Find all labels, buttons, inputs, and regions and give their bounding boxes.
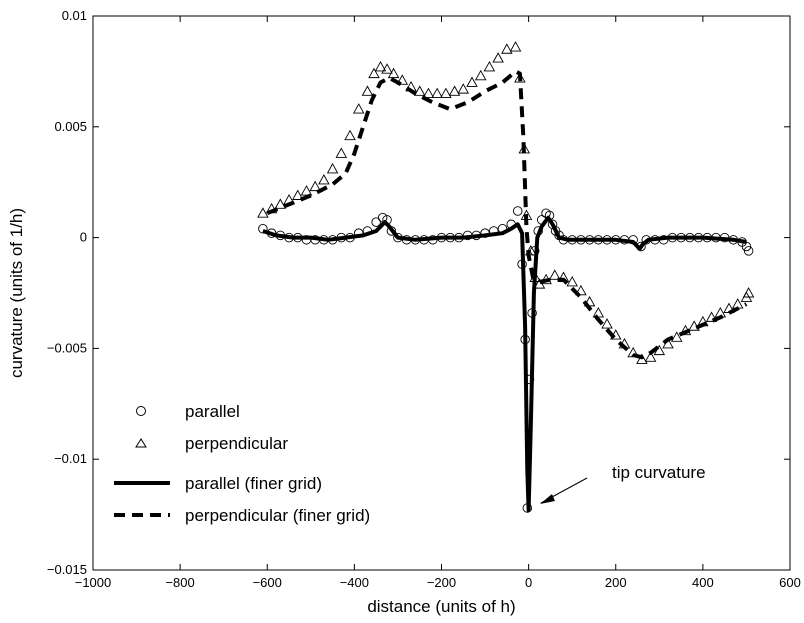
data-point (318, 174, 330, 185)
data-point (291, 189, 304, 200)
legend-label-parallel-finer: parallel (finer grid) (185, 474, 322, 493)
data-point (548, 269, 561, 280)
data-point (509, 41, 522, 52)
data-point (601, 318, 613, 329)
data-point (309, 180, 321, 192)
data-point (344, 129, 356, 141)
data-point (440, 87, 452, 99)
y-tick-label: 0 (80, 230, 87, 245)
data-point (501, 43, 513, 54)
x-tick-label: −600 (253, 575, 282, 590)
data-point (274, 198, 287, 209)
series-line (266, 69, 748, 360)
data-point (257, 207, 269, 218)
data-point (636, 353, 648, 364)
data-point (644, 351, 657, 362)
data-point (326, 162, 339, 174)
data-point (566, 275, 578, 287)
tick-labels: −1000 −800 −600 −400 −200 0 200 400 600 −0.015 −0.… (47, 8, 801, 590)
series-2 (262, 215, 747, 513)
data-point (300, 185, 313, 196)
x-tick-label: −200 (427, 575, 456, 590)
x-axis-label: distance (units of h) (367, 597, 515, 616)
data-point (705, 311, 718, 322)
x-tick-label: 400 (692, 575, 714, 590)
legend-label-perpendicular: perpendicular (185, 434, 288, 453)
data-point (741, 241, 752, 252)
data-point (670, 331, 683, 342)
data-point (743, 246, 754, 256)
data-point (483, 61, 496, 72)
data-point (335, 147, 348, 158)
x-tick-label: −400 (340, 575, 369, 590)
data-point (413, 85, 426, 96)
data-point (448, 85, 461, 96)
data-point (361, 85, 374, 96)
y-axis-label: curvature (units of 1/h) (7, 208, 26, 378)
data-point (381, 63, 393, 74)
data-point (742, 287, 755, 298)
data-point (422, 87, 435, 99)
data-point (512, 206, 523, 216)
data-point (592, 307, 605, 318)
x-tick-label: −1000 (75, 575, 112, 590)
data-point (492, 52, 504, 63)
x-tick-label: −800 (165, 575, 194, 590)
plot-series (257, 41, 755, 513)
data-point (466, 76, 478, 87)
data-point (474, 69, 487, 81)
y-tick-label: −0.015 (47, 562, 87, 577)
series-3 (266, 69, 748, 360)
legend-label-parallel: parallel (185, 402, 240, 421)
y-tick-label: −0.01 (54, 451, 87, 466)
data-point (374, 61, 387, 72)
data-point (368, 67, 380, 79)
data-point (352, 103, 365, 114)
y-tick-label: −0.005 (47, 340, 87, 355)
data-point (514, 72, 526, 83)
data-point (431, 87, 443, 99)
tip-curvature-label: tip curvature (612, 463, 706, 482)
legend: parallel perpendicular parallel (finer g… (114, 402, 370, 525)
y-tick-label: 0.01 (62, 8, 87, 23)
data-point (371, 217, 381, 227)
series-line (262, 215, 747, 513)
x-tick-label: 0 (525, 575, 532, 590)
data-point (396, 74, 409, 85)
x-tick-label: 200 (605, 575, 627, 590)
series-1 (257, 41, 755, 364)
legend-marker-parallel (136, 406, 146, 416)
data-point (387, 67, 400, 79)
data-point (457, 83, 470, 94)
legend-label-perpendicular-finer: perpendicular (finer grid) (185, 506, 370, 525)
legend-marker-perpendicular (135, 438, 147, 448)
tip-curvature-annotation: tip curvature (540, 463, 706, 504)
y-tick-label: 0.005 (54, 119, 87, 134)
plot-frame (92, 15, 791, 571)
annotation-arrow-head (540, 494, 555, 504)
x-tick-label: 600 (779, 575, 801, 590)
